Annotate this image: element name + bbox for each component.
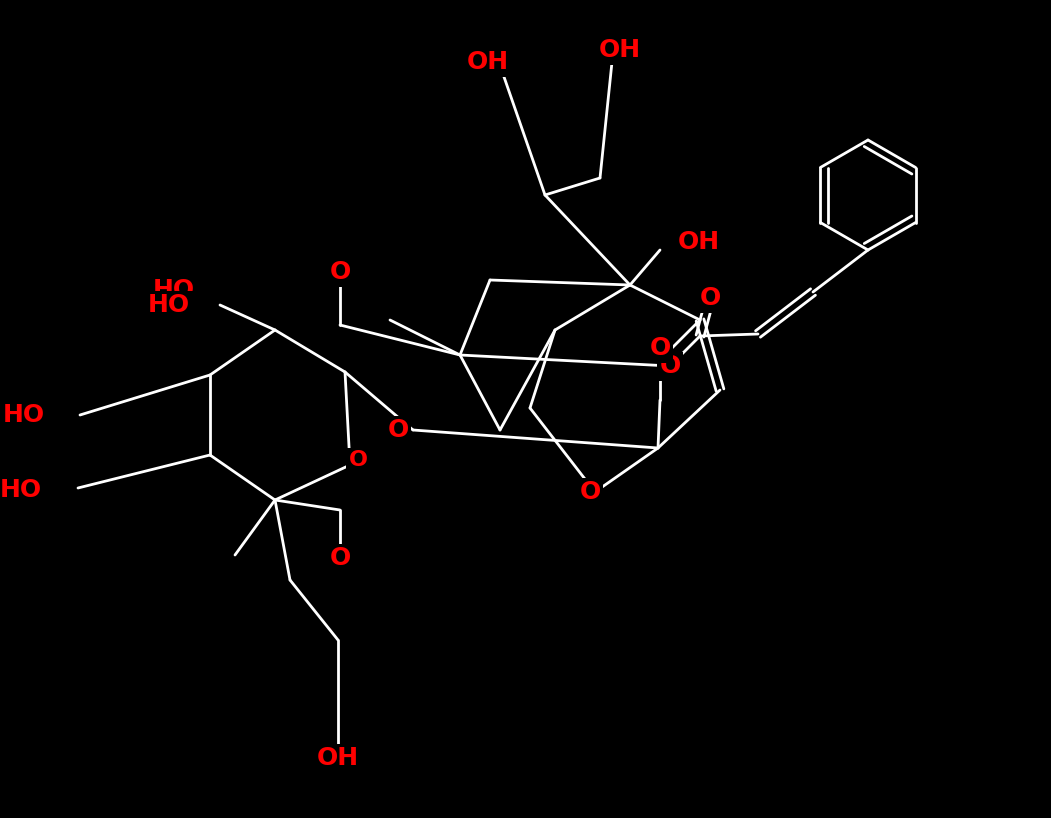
Text: O: O	[699, 286, 721, 310]
Text: HO: HO	[3, 403, 45, 427]
Text: O: O	[329, 260, 351, 284]
Text: O: O	[349, 450, 368, 470]
Text: OH: OH	[599, 38, 641, 62]
Text: O: O	[388, 418, 409, 442]
Text: OH: OH	[467, 50, 509, 74]
Text: HO: HO	[148, 293, 190, 317]
Text: O: O	[659, 354, 681, 378]
Text: OH: OH	[678, 230, 720, 254]
Text: O: O	[329, 546, 351, 570]
Text: OH: OH	[317, 746, 359, 770]
Text: HO: HO	[152, 278, 195, 302]
Text: O: O	[650, 336, 671, 360]
Text: O: O	[579, 480, 600, 504]
Text: HO: HO	[0, 478, 42, 502]
